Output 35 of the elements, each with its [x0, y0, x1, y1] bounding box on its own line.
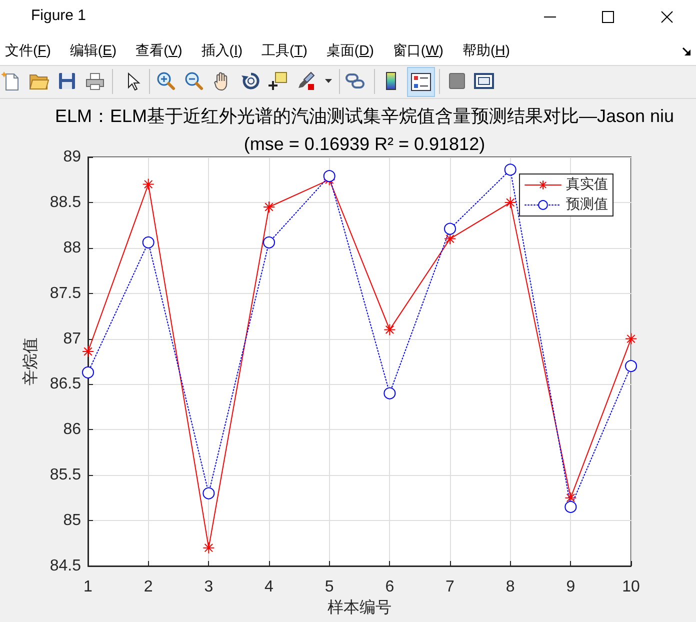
- x-tick-label: 10: [622, 578, 640, 596]
- text: 编辑(E): [70, 42, 117, 60]
- chart-title: ELM：ELM基于近红外光谱的汽油测试集辛烷值含量预测结果对比—Jason niu: [54, 106, 674, 126]
- y-tick-label: 88: [63, 239, 82, 256]
- text: 文件(F): [5, 42, 51, 60]
- x-tick-label: 5: [324, 578, 334, 596]
- text: 查看(V): [136, 42, 182, 60]
- legend-label: 真实值: [566, 176, 608, 192]
- text: 插入(I): [201, 42, 243, 60]
- y-tick-label: 86.5: [50, 376, 82, 393]
- y-tick-label: 87.5: [50, 284, 82, 302]
- text: 工具(T): [262, 42, 308, 60]
- caption: Figure 1: [31, 7, 86, 24]
- x-axis-title: 样本编号: [328, 598, 392, 616]
- x-tick-label: 9: [566, 578, 576, 596]
- x-tick-label: 6: [385, 578, 394, 596]
- x-tick-label: 7: [446, 578, 455, 596]
- y-tick-label: 88.5: [50, 194, 82, 211]
- y-tick-label: 84.5: [50, 558, 82, 574]
- y-tick-label: 85.5: [50, 466, 82, 484]
- x-tick-label: 2: [144, 578, 153, 596]
- y-tick-label: 89: [63, 148, 82, 166]
- y-tick-label: 86: [63, 421, 82, 438]
- y-tick-label: 85: [63, 512, 82, 530]
- x-tick-label: 8: [506, 578, 515, 596]
- text: 帮助(H): [462, 42, 510, 60]
- chart-subtitle: (mse = 0.16939 R² = 0.91812): [244, 134, 486, 154]
- x-tick-label: 3: [204, 578, 214, 596]
- y-tick-label: 87: [63, 330, 82, 348]
- x-tick-label: 1: [84, 578, 93, 596]
- text: 桌面(D): [326, 42, 374, 60]
- text: 窗口(W): [392, 42, 444, 60]
- legend-label: 预测值: [566, 196, 608, 212]
- x-tick-label: 4: [264, 578, 274, 596]
- y-axis-title: 辛烷值: [21, 338, 40, 386]
